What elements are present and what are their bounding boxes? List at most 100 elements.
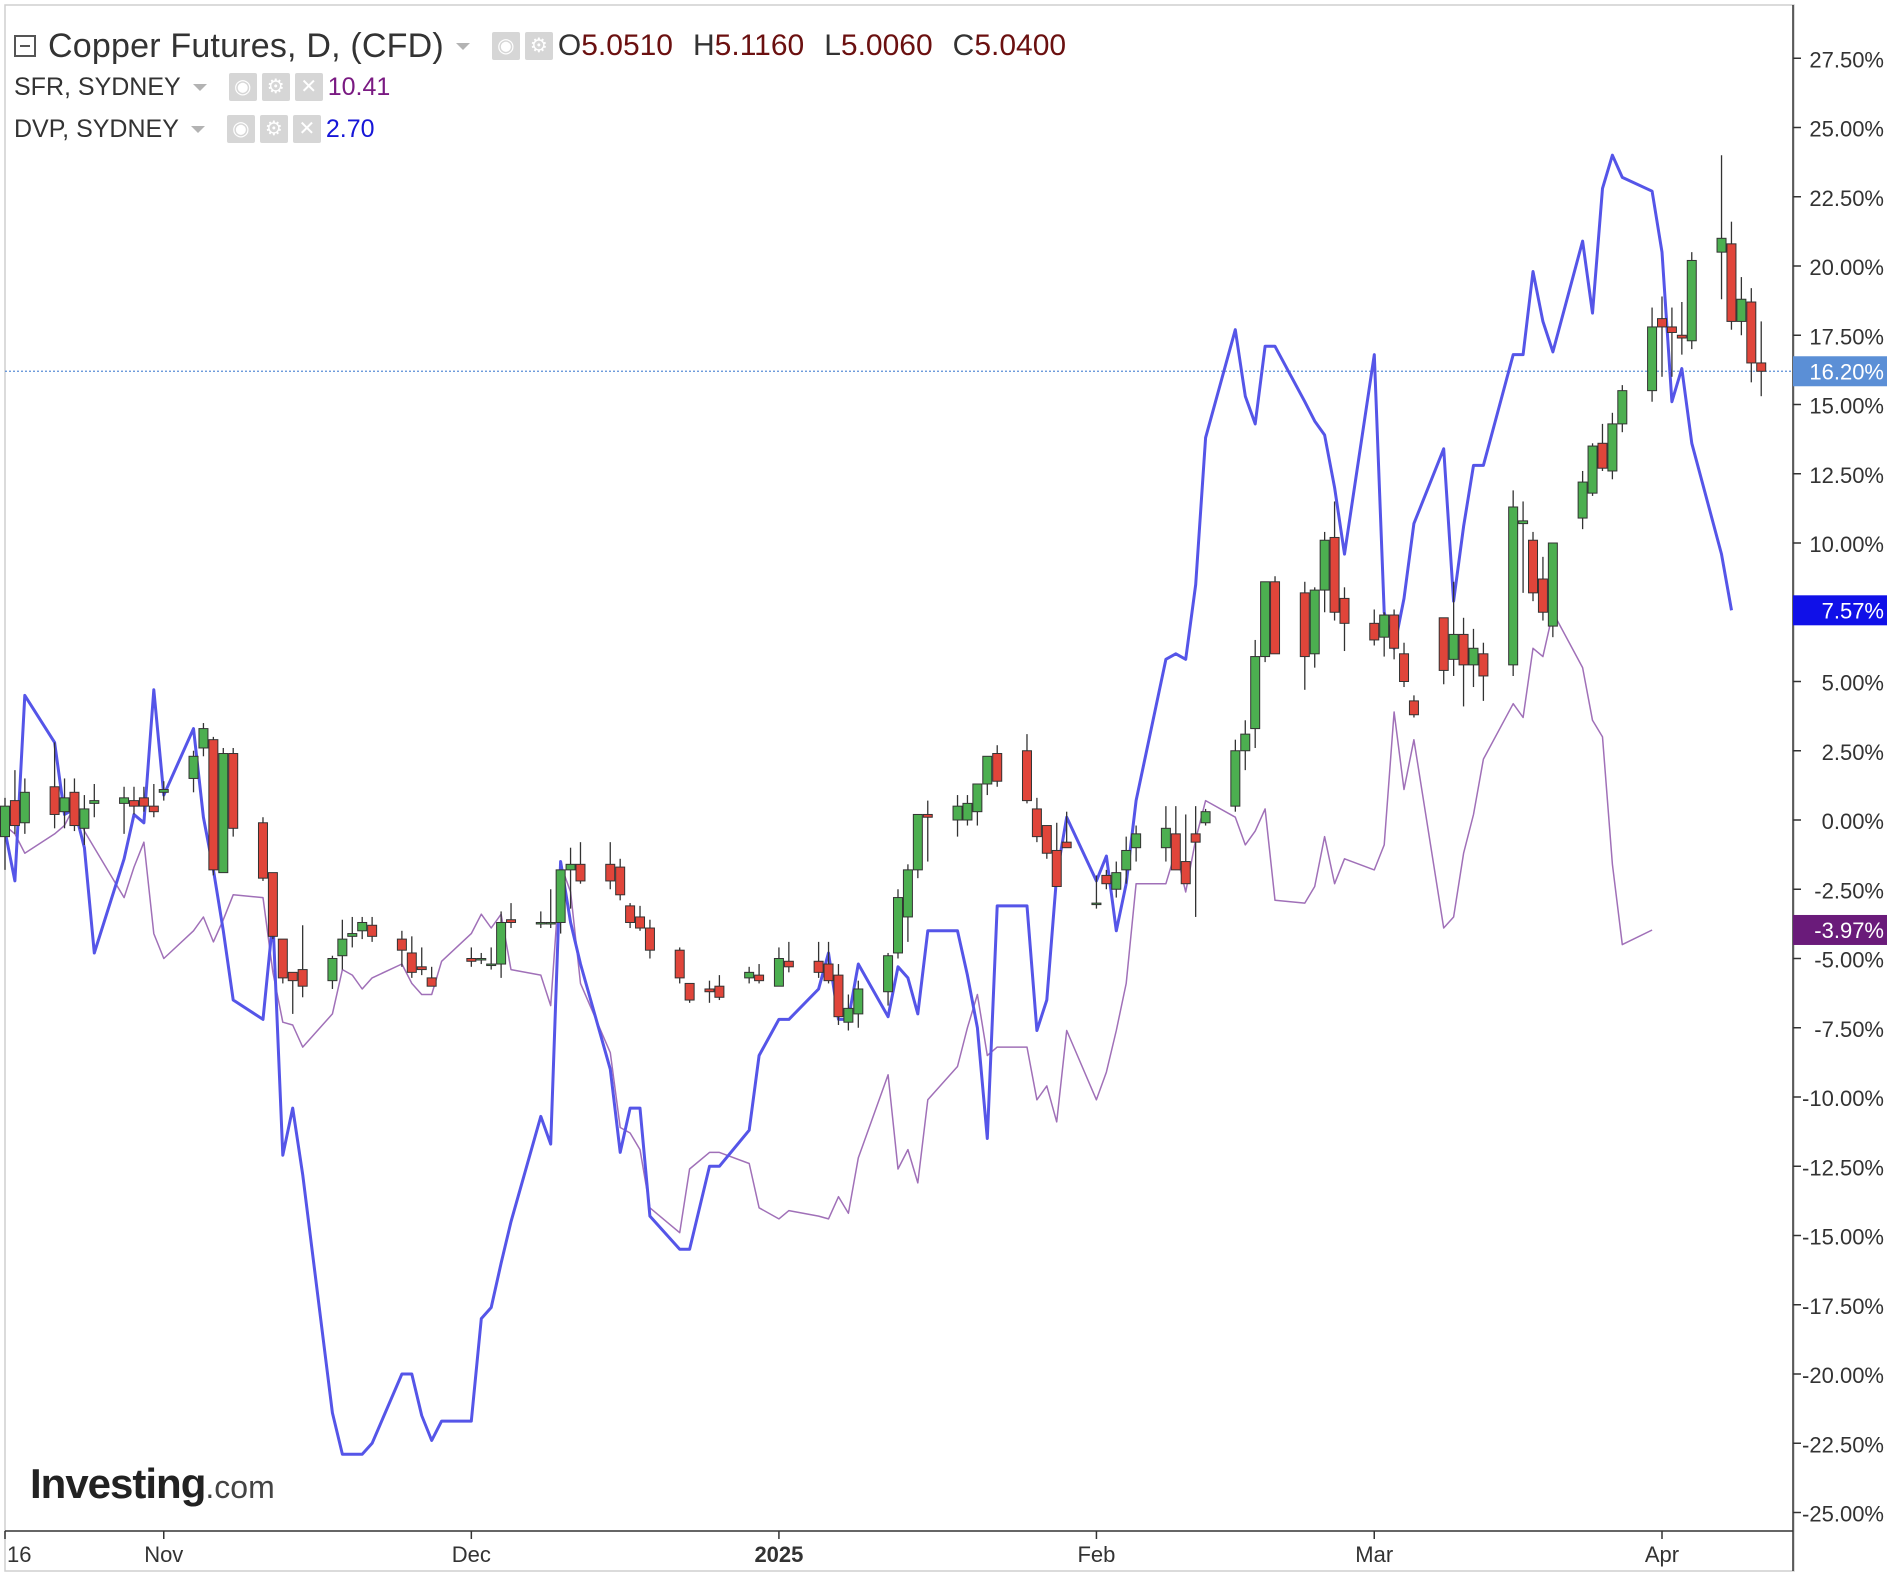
y-tick-label: 15.00%: [1809, 394, 1884, 419]
candle-body: [357, 921, 368, 932]
candle-body: [843, 1007, 854, 1023]
candle-body: [188, 755, 199, 779]
y-tick-label: 10.00%: [1809, 532, 1884, 557]
candle-body: [922, 813, 933, 818]
copper-last-value-tag: [1793, 356, 1887, 387]
candle-body: [1438, 617, 1449, 671]
dvp-line: [3, 153, 1733, 1456]
dvp-last-value-label: 7.57%: [1822, 598, 1884, 623]
candle-body: [1230, 750, 1241, 807]
candle-body: [1458, 633, 1469, 666]
candle-body: [773, 958, 784, 987]
eye-icon[interactable]: ◉: [228, 73, 257, 101]
candle-body: [1746, 301, 1757, 364]
close-icon[interactable]: ✕: [294, 73, 323, 101]
candle-body: [545, 921, 556, 925]
gear-icon[interactable]: ⚙: [524, 32, 553, 60]
y-tick-label: 5.00%: [1822, 671, 1884, 696]
candle-body: [1537, 578, 1548, 613]
eye-icon[interactable]: ◉: [226, 115, 255, 143]
dvp-series-name: DVP, SYDNEY: [14, 114, 179, 143]
eye-icon[interactable]: ◉: [491, 32, 520, 60]
investing-logo: Investing.com: [30, 1460, 275, 1507]
candle-body: [228, 753, 239, 829]
copper-last-value-label: 16.20%: [1809, 359, 1884, 384]
candle-body: [257, 822, 268, 879]
candle-body: [416, 966, 427, 971]
candle-body: [1260, 581, 1271, 658]
candle-body: [1111, 872, 1122, 890]
candle-body: [89, 800, 100, 804]
candle-body: [1547, 542, 1558, 627]
candle-body: [1448, 633, 1459, 660]
ohlc-high: H5.1160: [693, 29, 805, 62]
candle-body: [1389, 614, 1400, 649]
candle-body: [297, 969, 308, 987]
gear-icon[interactable]: ⚙: [259, 115, 288, 143]
ohlc-low: L5.0060: [824, 29, 933, 62]
y-tick-label: 2.50%: [1822, 740, 1884, 765]
candle-body: [1131, 833, 1142, 849]
candle-body: [218, 753, 229, 874]
candle-body: [476, 958, 487, 961]
candle-body: [208, 739, 219, 871]
candle-body: [1190, 833, 1201, 843]
gear-icon[interactable]: ⚙: [261, 73, 290, 101]
candle-body: [1686, 259, 1697, 342]
candle-body: [1597, 442, 1608, 469]
candle-body: [744, 971, 755, 979]
dropdown-caret-icon[interactable]: [455, 42, 470, 50]
candle-body: [506, 919, 517, 923]
dropdown-caret-icon[interactable]: [192, 83, 207, 91]
y-tick-label: -20.00%: [1802, 1363, 1884, 1388]
candle-body: [128, 800, 139, 807]
candle-body: [1468, 647, 1479, 666]
close-icon[interactable]: ✕: [292, 115, 321, 143]
candle-body: [813, 960, 824, 973]
candle-body: [704, 988, 715, 993]
dvp-last-value-tag: [1793, 595, 1887, 626]
candle-body: [754, 974, 765, 982]
candle-body: [406, 952, 417, 973]
candle-body: [982, 755, 993, 785]
legend-dvp-series: DVP, SYDNEY ◉ ⚙ ✕ 2.70: [14, 108, 1086, 150]
y-tick-label: -2.50%: [1814, 878, 1884, 903]
candle-body: [674, 949, 685, 979]
x-tick-label: Nov: [144, 1542, 183, 1567]
candle-body: [49, 786, 60, 815]
candle-body: [19, 791, 30, 824]
candle-body: [0, 805, 10, 838]
candle-body: [892, 897, 903, 954]
candle-body: [1369, 622, 1380, 641]
candle-body: [1160, 827, 1171, 849]
candle-body: [1756, 362, 1767, 372]
x-tick-label: Mar: [1355, 1542, 1393, 1567]
y-tick-label: 20.00%: [1809, 255, 1884, 280]
dropdown-caret-icon[interactable]: [190, 125, 205, 133]
y-tick-label: 27.50%: [1809, 47, 1884, 72]
candle-body: [1528, 539, 1539, 594]
candle-body: [783, 960, 794, 968]
series-lines: [3, 153, 1733, 1456]
ohlc-close: C5.0400: [952, 29, 1067, 62]
candle-body: [823, 963, 834, 982]
collapse-icon[interactable]: [14, 35, 36, 57]
candle-body: [1518, 520, 1529, 525]
candle-body: [79, 808, 90, 829]
candle-body: [1587, 445, 1598, 494]
x-tick-label: 16: [7, 1542, 31, 1567]
sfr-last-value-label: -3.97%: [1814, 918, 1884, 943]
x-axis: 16 Nov Dec 2025 Feb Mar Apr: [4, 1531, 1679, 1567]
legend-main-series: Copper Futures, D, (CFD) ◉ ⚙ O5.0510 H5.…: [14, 26, 1086, 66]
candle-body: [992, 753, 1003, 782]
candle-body: [962, 802, 973, 821]
candle-body: [1339, 597, 1350, 624]
candle-body: [69, 791, 80, 827]
sfr-series-value: 10.41: [327, 72, 391, 101]
candlesticks: [0, 155, 1767, 1031]
candle-body: [1299, 592, 1310, 658]
candle-body: [1399, 653, 1410, 682]
y-tick-label: -17.50%: [1802, 1294, 1884, 1319]
candle-body: [158, 789, 169, 793]
